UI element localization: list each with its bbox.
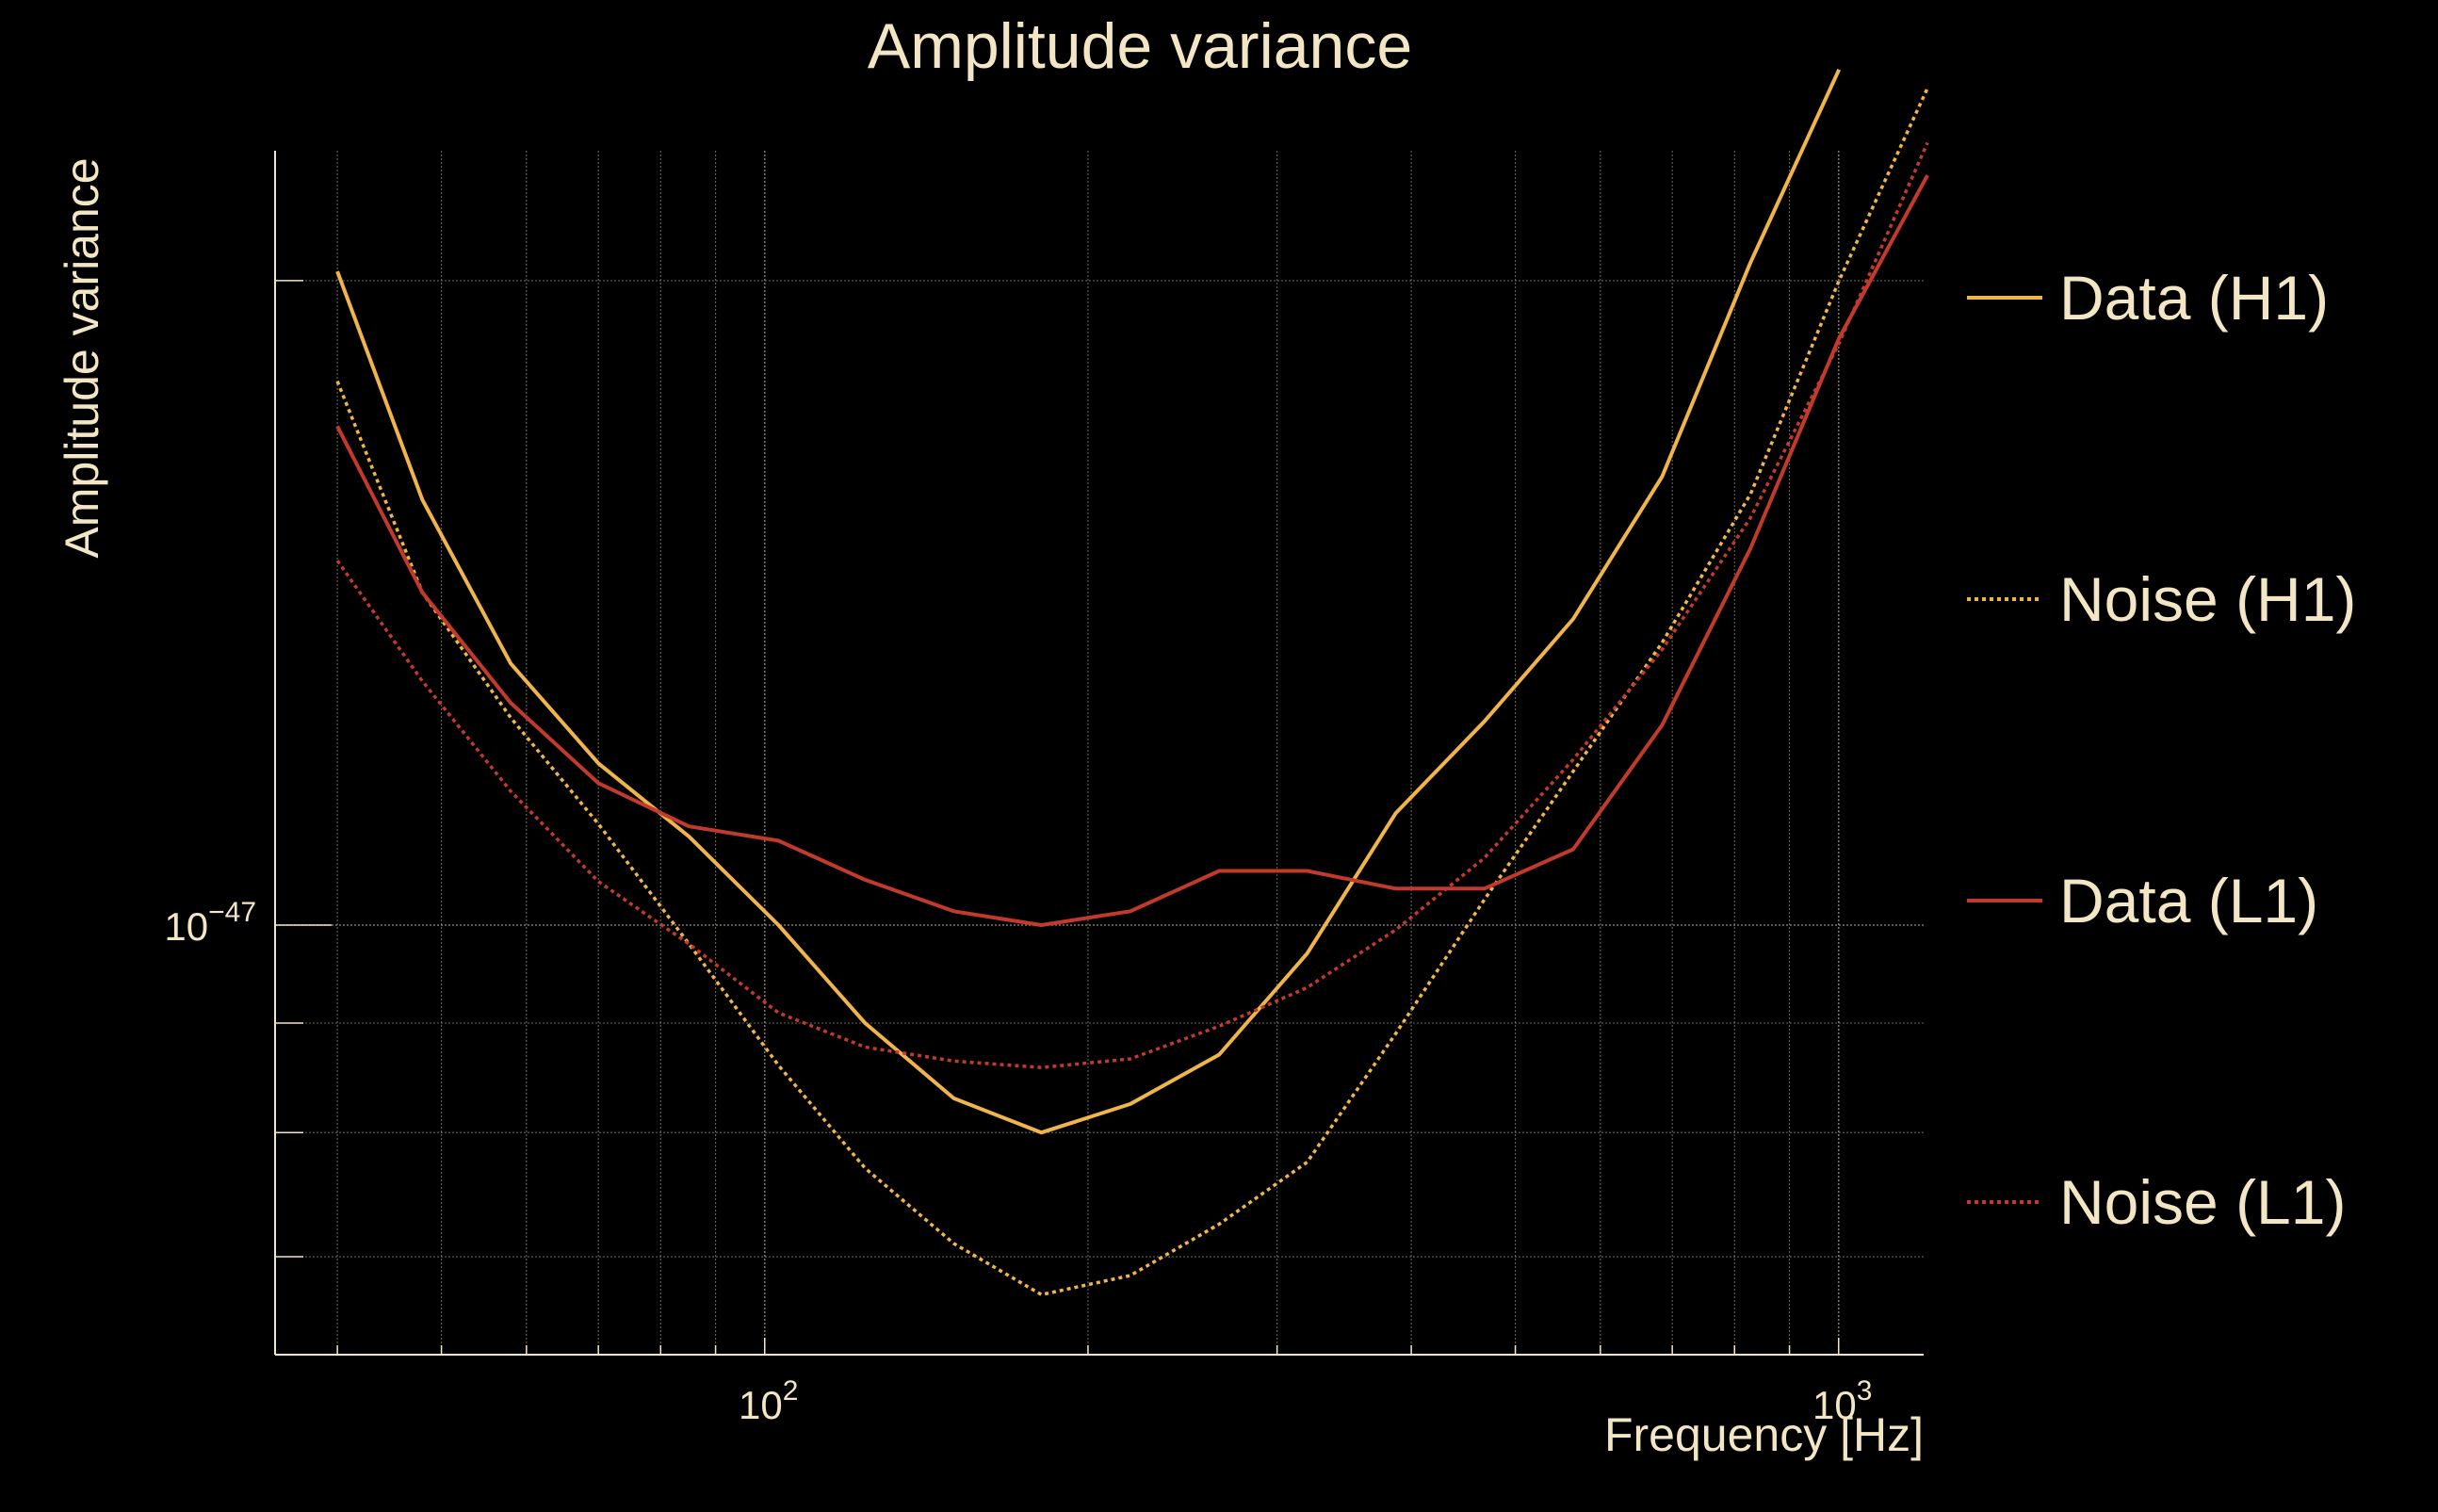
legend-label: Data (H1) [2059, 263, 2329, 333]
legend-label: Data (L1) [2059, 866, 2318, 935]
series-line-1 [335, 68, 1842, 1135]
y-tick-label: 10−47 [164, 897, 256, 949]
x-axis-label: Frequency [Hz] [1604, 1408, 1924, 1461]
axes-layer [274, 151, 1924, 1356]
x-tick-label: 102 [739, 1375, 798, 1427]
legend-label: Noise (H1) [2059, 564, 2356, 634]
ticks-layer: 102 103 10−47 [164, 280, 1872, 1427]
y-axis-label: Amplitude variance [56, 157, 108, 558]
chart-title: Amplitude variance [868, 10, 1412, 82]
legend-label: Noise (L1) [2059, 1167, 2346, 1237]
series-line-4 [335, 141, 1929, 1069]
series-layer [335, 68, 1929, 1297]
grid-layer [275, 151, 1924, 1355]
x-tick-label: 103 [1812, 1375, 1872, 1427]
legend: Data (H1) Noise (H1) Data (L1) Noise (L1) [1967, 263, 2356, 1237]
series-line-3 [335, 174, 1929, 927]
